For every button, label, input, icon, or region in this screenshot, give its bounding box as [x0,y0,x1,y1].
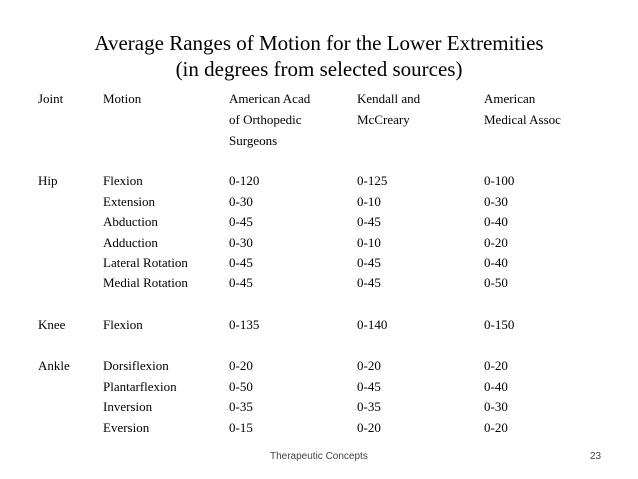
footer-text: Therapeutic Concepts [270,451,368,462]
ama-value: 0-30 [484,194,508,209]
motion-cell: Lateral Rotation [103,255,188,270]
kendall-value: 0-10 [357,235,381,250]
ama-value: 0-20 [484,235,508,250]
aaos-value: 0-15 [229,420,253,435]
header-kendall-line-2: McCreary [357,112,410,127]
motion-cell: Plantarflexion [103,379,177,394]
kendall-value: 0-45 [357,379,381,394]
aaos-value: 0-45 [229,214,253,229]
aaos-value: 0-50 [229,379,253,394]
kendall-value: 0-45 [357,214,381,229]
motion-cell: Flexion [103,317,143,332]
aaos-value: 0-20 [229,358,253,373]
header-ama-line-2: Medical Assoc [484,112,561,127]
header-ama-line-1: American [484,91,536,106]
motion-cell: Abduction [103,214,158,229]
joint-label: Hip [38,173,58,188]
motion-cell: Flexion [103,173,143,188]
aaos-value: 0-30 [229,194,253,209]
aaos-value: 0-120 [229,173,260,188]
slide-title: Average Ranges of Motion for the Lower E… [0,30,638,82]
ama-value: 0-40 [484,255,508,270]
joint-label: Knee [38,317,66,332]
ama-value: 0-20 [484,420,508,435]
kendall-value: 0-10 [357,194,381,209]
title-line-2: (in degrees from selected sources) [175,57,463,81]
motion-cell: Extension [103,194,155,209]
aaos-value: 0-45 [229,275,253,290]
ama-value: 0-40 [484,379,508,394]
header-aaos-line-3: Surgeons [229,133,278,148]
motion-cell: Medial Rotation [103,275,188,290]
ama-value: 0-30 [484,399,508,414]
aaos-value: 0-35 [229,399,253,414]
aaos-value: 0-135 [229,317,260,332]
ama-value: 0-100 [484,173,515,188]
kendall-value: 0-140 [357,317,388,332]
header-motion: Motion [103,91,142,106]
motion-cell: Inversion [103,399,153,414]
ama-value: 0-40 [484,214,508,229]
page-number: 23 [590,451,602,462]
motion-cell: Eversion [103,420,150,435]
header-aaos-line-1: American Acad [229,91,311,106]
kendall-value: 0-20 [357,420,381,435]
header-aaos-line-2: of Orthopedic [229,112,302,127]
kendall-value: 0-35 [357,399,381,414]
aaos-value: 0-30 [229,235,253,250]
ama-value: 0-50 [484,275,508,290]
header-kendall-line-1: Kendall and [357,91,421,106]
kendall-value: 0-20 [357,358,381,373]
motion-cell: Adduction [103,235,158,250]
ama-value: 0-20 [484,358,508,373]
header-joint: Joint [38,91,64,106]
kendall-value: 0-45 [357,255,381,270]
motion-cell: Dorsiflexion [103,358,169,373]
kendall-value: 0-45 [357,275,381,290]
aaos-value: 0-45 [229,255,253,270]
ama-value: 0-150 [484,317,515,332]
kendall-value: 0-125 [357,173,388,188]
title-line-1: Average Ranges of Motion for the Lower E… [94,31,544,55]
joint-label: Ankle [38,358,70,373]
